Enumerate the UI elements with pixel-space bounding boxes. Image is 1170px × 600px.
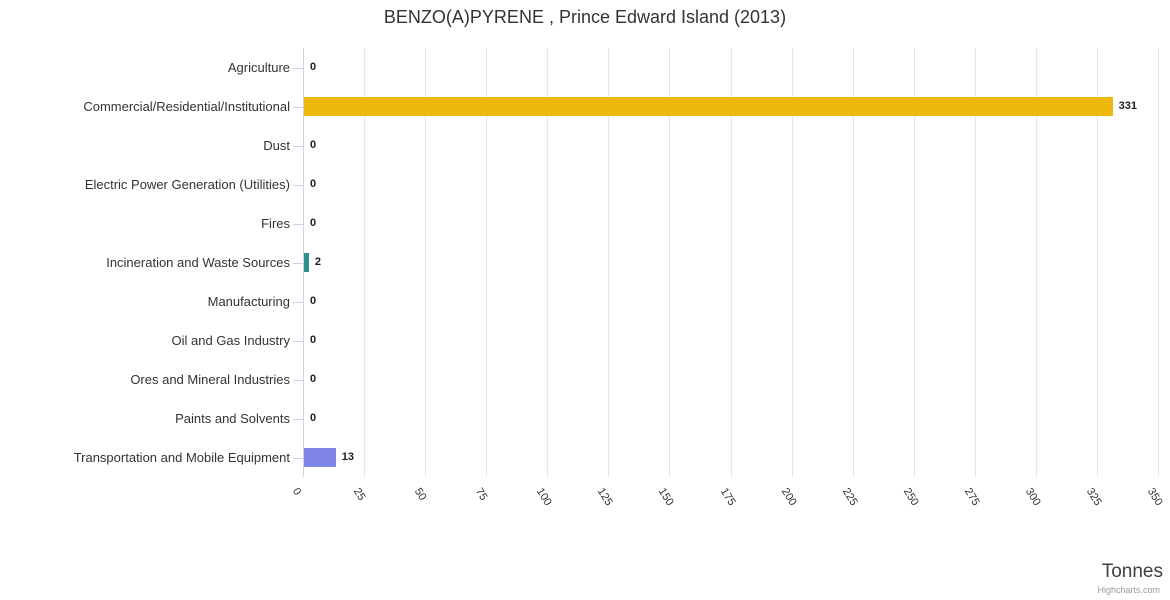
axis-tick [293, 340, 303, 342]
x-tick-label-175: 175 [717, 486, 738, 508]
x-tick-label-275: 275 [961, 486, 982, 508]
x-tick-label-75: 75 [473, 486, 490, 503]
x-tick-label-25: 25 [350, 486, 368, 503]
axis-tick [293, 184, 303, 186]
axis-tick [293, 418, 303, 420]
category-label-paints-and-solvents: Paints and Solvents [175, 410, 290, 426]
gridline [791, 48, 793, 477]
x-tick-label-150: 150 [656, 486, 677, 508]
axis-tick [293, 145, 303, 147]
category-label-transportation-and-mobile-equipment: Transportation and Mobile Equipment [73, 449, 290, 465]
value-label-manufacturing: 0 [310, 294, 317, 307]
gridline [1035, 48, 1037, 477]
gridline [486, 48, 488, 477]
bar-transportation-and-mobile-equipment[interactable] [304, 448, 336, 467]
value-label-dust: 0 [310, 138, 317, 151]
x-tick-label-300: 300 [1022, 486, 1043, 508]
value-label-oil-and-gas-industry: 0 [310, 333, 317, 346]
category-label-dust: Dust [263, 137, 290, 153]
category-label-electric-power-generation-utilities: Electric Power Generation (Utilities) [84, 176, 290, 192]
bar-incineration-and-waste-sources[interactable] [304, 253, 309, 272]
x-tick-label-50: 50 [411, 486, 429, 503]
axis-tick [293, 457, 303, 459]
x-tick-label-225: 225 [839, 486, 860, 508]
category-label-ores-and-mineral-industries: Ores and Mineral Industries [130, 371, 290, 387]
axis-tick [293, 262, 303, 264]
x-tick-label-100: 100 [534, 486, 555, 508]
category-axis-line [303, 48, 304, 477]
bar-commercial-residential-institutional[interactable] [304, 97, 1113, 116]
gridline [1158, 48, 1159, 477]
axis-tick [293, 379, 303, 381]
gridline [608, 48, 610, 477]
axis-tick [293, 67, 303, 69]
value-label-agriculture: 0 [310, 60, 317, 73]
value-label-transportation-and-mobile-equipment: 13 [341, 450, 354, 463]
category-label-commercial-residential-institutional: Commercial/Residential/Institutional [83, 98, 290, 114]
value-label-ores-and-mineral-industries: 0 [310, 372, 317, 385]
axis-tick [293, 106, 303, 108]
gridline [730, 48, 732, 477]
gridline [547, 48, 549, 477]
category-label-oil-and-gas-industry: Oil and Gas Industry [171, 332, 291, 348]
gridline [974, 48, 976, 477]
axis-tick [293, 223, 303, 225]
value-label-fires: 0 [310, 216, 317, 229]
x-tick-label-0: 0 [289, 486, 304, 498]
x-tick-label-325: 325 [1083, 486, 1104, 508]
x-axis-title: Tonnes [1101, 561, 1163, 582]
gridline [913, 48, 915, 477]
category-label-fires: Fires [261, 215, 290, 231]
x-tick-label-350: 350 [1144, 486, 1165, 508]
chart-title: BENZO(A)PYRENE , Prince Edward Island (2… [383, 7, 787, 27]
value-label-incineration-and-waste-sources: 2 [314, 255, 321, 268]
category-label-manufacturing: Manufacturing [207, 293, 290, 309]
category-label-incineration-and-waste-sources: Incineration and Waste Sources [106, 254, 290, 270]
gridline [364, 48, 366, 477]
value-label-commercial-residential-institutional: 331 [1118, 99, 1137, 112]
gridline [852, 48, 854, 477]
x-tick-label-250: 250 [900, 486, 921, 508]
axis-tick [293, 301, 303, 303]
value-label-paints-and-solvents: 0 [310, 411, 317, 424]
x-tick-label-125: 125 [595, 486, 616, 508]
gridline [669, 48, 671, 477]
value-label-electric-power-generation-utilities: 0 [310, 177, 317, 190]
gridline [425, 48, 427, 477]
gridline [1096, 48, 1098, 477]
x-tick-label-200: 200 [778, 486, 799, 508]
highcharts-credit[interactable]: Highcharts.com [1097, 585, 1160, 595]
category-label-agriculture: Agriculture [227, 59, 290, 75]
